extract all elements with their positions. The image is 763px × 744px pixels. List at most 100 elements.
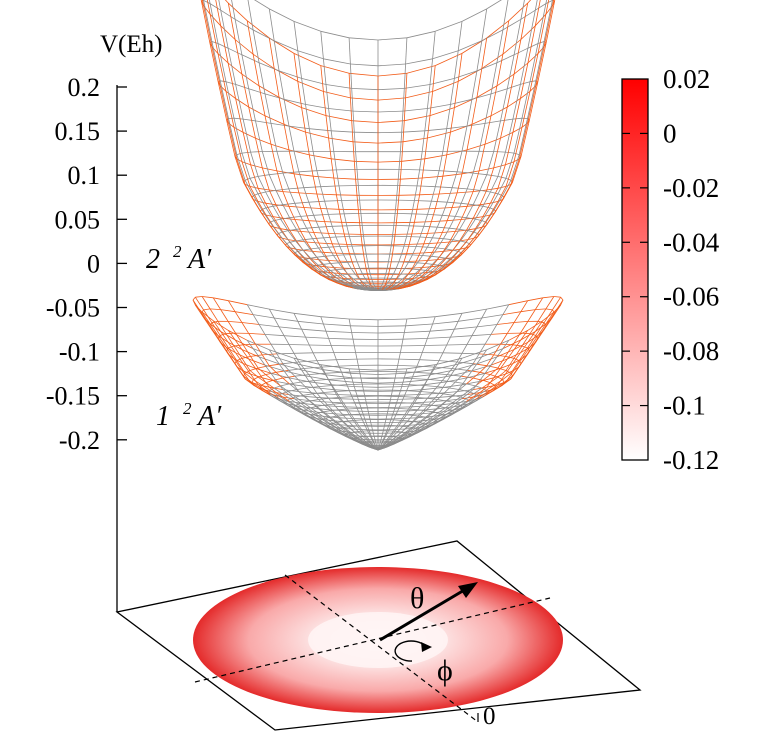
upper-mesh-radial (437, 251, 444, 260)
upper-mesh-radial (328, 108, 332, 131)
upper-state-number: 2 (146, 244, 160, 275)
upper-mesh-ring (497, 186, 507, 189)
upper-mesh-ring (253, 199, 259, 202)
lower-mesh-radial (348, 431, 354, 436)
upper-mesh-radial (346, 244, 350, 254)
upper-mesh-radial (407, 274, 414, 280)
lower-mesh-radial (336, 431, 345, 437)
upper-mesh-radial (502, 20, 510, 55)
upper-mesh-ring (308, 200, 325, 203)
lower-mesh-radial (437, 416, 446, 422)
upper-mesh-radial (466, 204, 474, 218)
upper-mesh-ring (288, 149, 310, 156)
lower-mesh-ring (354, 386, 379, 388)
upper-mesh-radial (264, 93, 272, 124)
upper-mesh-radial (390, 273, 394, 279)
lower-mesh-radial (502, 378, 512, 386)
z-tick-label: 0.05 (55, 205, 101, 234)
lower-mesh-radial (392, 431, 399, 437)
upper-mesh-ring (505, 151, 515, 154)
lower-mesh-radial (393, 429, 397, 434)
upper-mesh-radial (357, 209, 360, 223)
lower-mesh-radial (438, 352, 444, 361)
upper-mesh-ring (328, 233, 345, 235)
lower-mesh-radial (398, 437, 406, 442)
lower-mesh-radial (490, 324, 498, 335)
upper-mesh-ring (211, 41, 219, 44)
lower-mesh-ring (228, 300, 248, 306)
lower-mesh-ring (484, 368, 501, 374)
lower-mesh-ring (422, 403, 432, 406)
z-tick-label: 0.15 (55, 117, 101, 146)
upper-mesh-radial (497, 186, 507, 202)
upper-mesh-radial (490, 188, 499, 204)
lower-mesh-ring (316, 359, 337, 361)
upper-mesh-radial (476, 40, 483, 71)
lower-mesh-radial (297, 363, 302, 371)
lower-mesh-radial (417, 428, 427, 434)
upper-mesh-radial (227, 48, 236, 85)
lower-mesh-radial (486, 354, 495, 366)
upper-mesh-ring (431, 200, 448, 203)
upper-mesh-ring (234, 39, 254, 55)
lower-mesh-radial (520, 300, 529, 312)
upper-mesh-ring (425, 263, 433, 265)
lower-mesh-ring (303, 400, 311, 403)
upper-mesh-radial (461, 126, 468, 152)
z-tick-label: 0.2 (68, 73, 101, 102)
lower-mesh-radial (276, 397, 286, 404)
upper-mesh-ring (479, 167, 494, 172)
lower-mesh-ring (333, 389, 356, 392)
lower-mesh-ring (288, 394, 304, 397)
upper-mesh-radial (454, 81, 459, 108)
upper-mesh-ring (320, 30, 350, 39)
upper-mesh-radial (248, 88, 256, 121)
lower-mesh-radial (411, 430, 419, 435)
lower-mesh-radial (310, 416, 320, 423)
upper-mesh-radial (393, 278, 397, 284)
upper-mesh-radial (348, 37, 351, 65)
lower-mesh-ring (243, 373, 246, 377)
upper-mesh-radial (416, 194, 420, 210)
upper-mesh-ring (479, 202, 491, 206)
upper-mesh-radial (308, 220, 315, 233)
lower-mesh-ring (303, 366, 321, 369)
lower-mesh-radial (217, 337, 227, 352)
lower-mesh-radial (496, 314, 504, 325)
upper-mesh-radial (356, 274, 361, 280)
lower-mesh-ring (481, 348, 504, 358)
lower-mesh-ring (195, 296, 203, 298)
lower-surface (192, 296, 564, 451)
upper-mesh-radial (330, 263, 337, 270)
lower-mesh-radial (339, 397, 344, 404)
lower-mesh-radial (367, 441, 374, 447)
upper-mesh-ring (507, 84, 521, 90)
lower-mesh-radial (481, 392, 491, 398)
upper-mesh-ring (281, 237, 289, 240)
lower-mesh-radial (357, 437, 365, 443)
lower-mesh-ring (403, 396, 417, 398)
upper-mesh-radial (351, 88, 354, 112)
lower-mesh-ring (288, 344, 310, 346)
upper-mesh-ring (424, 154, 447, 160)
upper-mesh-radial (520, 3, 529, 40)
lower-mesh-radial (352, 439, 362, 444)
upper-mesh-radial (407, 278, 413, 283)
upper-mesh-ring (241, 151, 251, 154)
lower-mesh-radial (471, 363, 478, 372)
upper-mesh-ring (323, 58, 351, 65)
upper-mesh-radial (429, 91, 433, 116)
upper-mesh-radial (490, 85, 498, 116)
upper-mesh-radial (443, 241, 450, 252)
upper-mesh-radial (388, 268, 391, 275)
upper-mesh-ring (401, 130, 425, 133)
lower-mesh-radial (335, 430, 345, 436)
lower-mesh-ring (241, 349, 260, 358)
lower-mesh-radial (209, 325, 219, 339)
upper-mesh-radial (422, 260, 428, 268)
lower-mesh-radial (390, 419, 394, 426)
upper-mesh-radial (427, 221, 432, 234)
upper-mesh-ring (320, 208, 340, 210)
lower-mesh-radial (257, 384, 266, 391)
